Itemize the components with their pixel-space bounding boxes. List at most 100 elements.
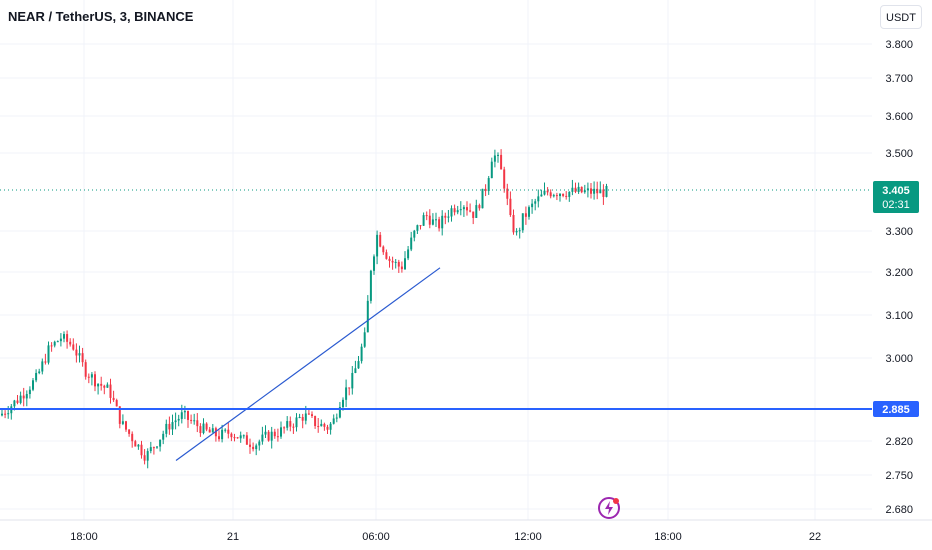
candle-body — [298, 417, 301, 419]
candle-body — [360, 346, 363, 362]
candle-body — [559, 193, 561, 197]
candle-body — [407, 249, 410, 259]
candle-body — [69, 341, 72, 345]
candle-body — [481, 188, 484, 209]
candle-body — [202, 423, 205, 434]
candle-body — [208, 429, 211, 433]
candle-body — [211, 428, 214, 433]
candle-body — [233, 437, 236, 439]
candle-body — [338, 407, 341, 418]
candle-body — [478, 205, 481, 209]
candle-body — [292, 426, 295, 428]
candle-body — [425, 215, 428, 217]
candle-body — [466, 207, 468, 211]
last-price-label — [873, 181, 919, 213]
candle-body — [335, 417, 338, 419]
candle-body — [109, 384, 112, 398]
candle-body — [267, 431, 270, 441]
candle-body — [521, 213, 524, 231]
candle-body — [332, 418, 335, 424]
candle-body — [577, 186, 580, 192]
candle-body — [400, 266, 403, 270]
candle-body — [35, 372, 38, 381]
y-tick-label: 2.680 — [885, 504, 913, 516]
candle-body — [506, 188, 509, 199]
candle-body — [103, 385, 106, 388]
candle-body — [416, 225, 419, 231]
candle-body — [19, 395, 22, 403]
candle-body — [183, 411, 186, 413]
candle-body — [13, 400, 16, 407]
candle-body — [590, 188, 592, 194]
candle-body — [100, 383, 103, 386]
candle-body — [214, 428, 217, 437]
y-tick-label: 3.100 — [885, 310, 913, 322]
candle-body — [469, 210, 472, 212]
candle-body — [38, 371, 41, 373]
candle-body — [137, 444, 140, 447]
candle-body — [286, 421, 289, 428]
candle-body — [441, 215, 444, 229]
candle-body — [410, 237, 413, 250]
candle-body — [221, 429, 224, 440]
x-tick-label: 21 — [227, 531, 239, 543]
candle-body — [59, 338, 62, 342]
candle-body — [7, 413, 10, 415]
candle-body — [497, 154, 499, 156]
candle-body — [444, 215, 447, 218]
candle-body — [112, 397, 115, 401]
candle-body — [264, 431, 267, 435]
currency-button[interactable]: USDT — [880, 5, 922, 29]
candle-body — [447, 216, 450, 218]
candle-body — [252, 446, 255, 450]
candle-body — [270, 431, 273, 441]
candle-body — [28, 389, 31, 395]
tradingview-bolt-icon[interactable] — [597, 496, 621, 520]
candle-body — [276, 436, 279, 438]
candle-body — [385, 252, 388, 259]
candle-body — [422, 215, 425, 226]
candle-body — [602, 189, 605, 197]
candle-body — [118, 406, 121, 424]
candle-body — [373, 256, 375, 271]
candle-body — [531, 203, 534, 208]
candle-body — [342, 399, 344, 408]
candle-body — [134, 441, 137, 447]
candle-body — [16, 400, 19, 403]
y-tick-label: 3.800 — [885, 39, 913, 51]
candle-body — [453, 208, 456, 213]
x-tick-label: 18:00 — [70, 531, 98, 543]
candle-body — [1, 413, 3, 416]
candle-body — [165, 423, 168, 434]
last-price-countdown: 02:31 — [882, 199, 910, 211]
candle-body — [307, 413, 310, 415]
candle-body — [534, 201, 537, 204]
candle-body — [25, 394, 28, 399]
candle-body — [490, 161, 493, 179]
candle-body — [593, 188, 596, 194]
y-tick-label: 3.000 — [885, 353, 913, 365]
candle-body — [524, 213, 527, 217]
candle-body — [72, 344, 75, 350]
candle-body — [289, 421, 292, 427]
candle-body — [162, 433, 165, 440]
candle-body — [568, 191, 571, 197]
candle-body — [540, 194, 543, 197]
candle-body — [280, 427, 282, 437]
candle-body — [22, 395, 25, 399]
candle-body — [261, 434, 264, 442]
candle-body — [357, 361, 360, 369]
candle-body — [152, 447, 155, 449]
candle-body — [438, 219, 441, 229]
candle-body — [391, 260, 394, 263]
candle-body — [140, 444, 143, 456]
candle-body — [78, 353, 81, 356]
candle-body — [397, 261, 400, 267]
candle-body — [583, 190, 586, 193]
candle-body — [66, 334, 69, 342]
candle-body — [115, 400, 118, 407]
candle-body — [97, 383, 100, 387]
candle-body — [484, 188, 487, 192]
x-tick-label: 06:00 — [362, 531, 390, 543]
